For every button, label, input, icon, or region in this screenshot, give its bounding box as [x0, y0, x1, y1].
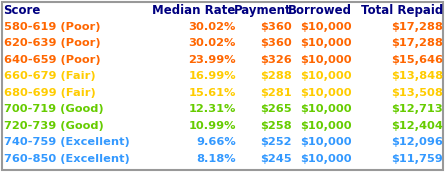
Text: $17,288: $17,288: [391, 38, 443, 48]
Text: $252: $252: [260, 137, 291, 147]
Text: 760-850 (Excellent): 760-850 (Excellent): [4, 154, 129, 164]
Text: Borrowed: Borrowed: [287, 4, 352, 17]
Text: 10.99%: 10.99%: [188, 121, 236, 131]
Text: $10,000: $10,000: [300, 71, 352, 81]
Text: $265: $265: [260, 104, 291, 114]
Text: $360: $360: [260, 22, 291, 32]
Text: $12,096: $12,096: [391, 137, 443, 147]
Text: $13,848: $13,848: [391, 71, 443, 81]
Text: $11,759: $11,759: [391, 154, 443, 164]
Text: $17,288: $17,288: [391, 22, 443, 32]
Text: 740-759 (Excellent): 740-759 (Excellent): [4, 137, 129, 147]
Text: 580-619 (Poor): 580-619 (Poor): [4, 22, 100, 32]
Text: 640-659 (Poor): 640-659 (Poor): [4, 55, 100, 65]
Text: $10,000: $10,000: [300, 137, 352, 147]
Text: $12,404: $12,404: [391, 121, 443, 131]
Text: $15,646: $15,646: [391, 55, 443, 65]
Text: $12,713: $12,713: [391, 104, 443, 114]
Text: Median Rate: Median Rate: [153, 4, 236, 17]
Text: 23.99%: 23.99%: [188, 55, 236, 65]
Text: $326: $326: [260, 55, 291, 65]
Text: $10,000: $10,000: [300, 22, 352, 32]
Text: $13,508: $13,508: [391, 88, 443, 98]
Text: $360: $360: [260, 38, 291, 48]
Text: $10,000: $10,000: [300, 121, 352, 131]
Text: 9.66%: 9.66%: [196, 137, 236, 147]
Text: 660-679 (Fair): 660-679 (Fair): [4, 71, 95, 81]
Text: $281: $281: [260, 88, 291, 98]
Text: 720-739 (Good): 720-739 (Good): [4, 121, 103, 131]
Text: 680-699 (Fair): 680-699 (Fair): [4, 88, 95, 98]
Text: Payment: Payment: [234, 4, 291, 17]
Text: $10,000: $10,000: [300, 55, 352, 65]
Text: $10,000: $10,000: [300, 154, 352, 164]
Text: 30.02%: 30.02%: [189, 38, 236, 48]
Text: 30.02%: 30.02%: [189, 22, 236, 32]
Text: $245: $245: [260, 154, 291, 164]
Text: Score: Score: [4, 4, 41, 17]
Text: $288: $288: [260, 71, 291, 81]
Text: $258: $258: [260, 121, 291, 131]
Text: Total Repaid: Total Repaid: [360, 4, 443, 17]
Text: $10,000: $10,000: [300, 104, 352, 114]
Text: 12.31%: 12.31%: [189, 104, 236, 114]
Text: 700-719 (Good): 700-719 (Good): [4, 104, 103, 114]
Text: 620-639 (Poor): 620-639 (Poor): [4, 38, 100, 48]
Text: 8.18%: 8.18%: [196, 154, 236, 164]
Text: $10,000: $10,000: [300, 38, 352, 48]
Text: 16.99%: 16.99%: [188, 71, 236, 81]
Text: 15.61%: 15.61%: [189, 88, 236, 98]
Text: $10,000: $10,000: [300, 88, 352, 98]
